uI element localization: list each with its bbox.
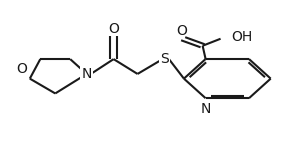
Text: N: N <box>201 102 211 116</box>
Text: N: N <box>82 67 92 81</box>
Text: O: O <box>176 24 187 38</box>
Text: S: S <box>160 52 169 66</box>
Text: O: O <box>108 22 119 36</box>
Text: OH: OH <box>231 31 252 45</box>
Text: O: O <box>16 62 27 76</box>
